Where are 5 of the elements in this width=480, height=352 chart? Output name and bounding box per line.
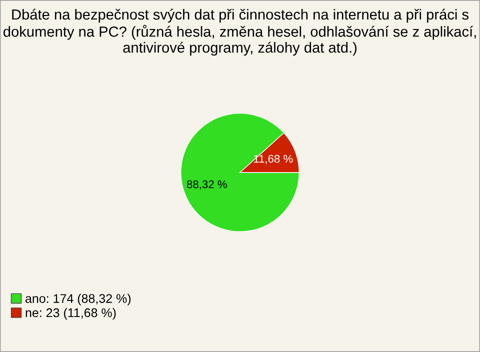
legend-label: ne: 23 (11,68 %) [26,308,116,320]
data-label: 88,32 % [186,180,227,190]
legend-label: ano: 174 (88,32 %) [26,294,131,306]
chart-title: Dbáte na bezpečnost svých dat při činnostech na internetu a při práci s dokumenty na PC? (různá hesla, změna hesel, odhlašování se z aplikací, antivirové programy, zálohy dat atd.) [4,8,476,56]
data-label: 11,68 % [254,154,293,164]
